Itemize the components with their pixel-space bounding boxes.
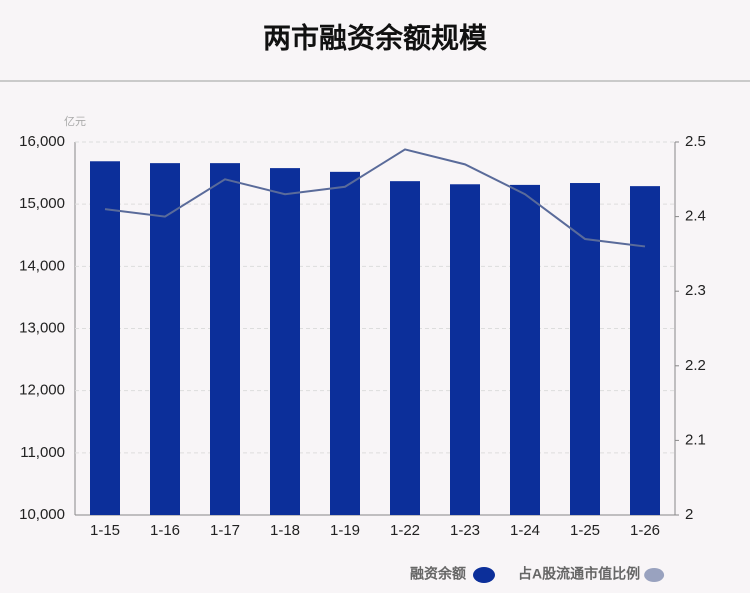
bar bbox=[570, 183, 600, 515]
x-tick-label: 1-15 bbox=[90, 522, 120, 539]
x-tick-label: 1-26 bbox=[630, 522, 660, 539]
y-tick-label: 11,000 bbox=[20, 444, 65, 461]
legend-swatch bbox=[644, 568, 665, 582]
x-tick-label: 1-22 bbox=[390, 522, 420, 539]
y-tick-label: 12,000 bbox=[19, 382, 65, 399]
y-tick-label: 10,000 bbox=[19, 506, 65, 523]
y2-tick-label: 2 bbox=[685, 506, 693, 523]
bar bbox=[150, 163, 180, 516]
x-tick-label: 1-25 bbox=[570, 522, 600, 539]
bar bbox=[270, 168, 300, 516]
y-tick-label: 16,000 bbox=[19, 133, 65, 150]
bar bbox=[510, 184, 540, 515]
x-tick-label: 1-23 bbox=[450, 522, 480, 539]
x-tick-label: 1-16 bbox=[150, 522, 180, 539]
y-unit: 亿元 bbox=[64, 115, 86, 128]
y2-tick-label: 2.1 bbox=[685, 431, 706, 448]
y2-tick-label: 2.4 bbox=[685, 208, 706, 225]
y2-tick-label: 2.3 bbox=[685, 282, 706, 299]
bar bbox=[630, 186, 660, 515]
x-tick-label: 1-19 bbox=[330, 522, 360, 539]
legend-swatch bbox=[473, 567, 495, 583]
y-tick-label: 14,000 bbox=[19, 257, 65, 274]
bar bbox=[390, 181, 420, 516]
bar bbox=[330, 171, 360, 515]
legend-label: 融资余额 bbox=[410, 566, 466, 582]
bar bbox=[210, 163, 240, 516]
line bbox=[104, 148, 646, 248]
bar bbox=[450, 184, 480, 516]
chart-title: 两市融资余额规模 bbox=[263, 21, 488, 53]
x-tick-label: 1-18 bbox=[270, 522, 300, 539]
bar bbox=[90, 161, 120, 515]
x-tick-label: 1-24 bbox=[510, 522, 540, 539]
y2-tick-label: 2.2 bbox=[685, 357, 706, 374]
legend-label: 占A股流通市值比例 bbox=[518, 566, 640, 582]
y-tick-label: 15,000 bbox=[19, 195, 65, 212]
y-tick-label: 13,000 bbox=[19, 319, 65, 336]
x-tick-label: 1-17 bbox=[210, 522, 240, 539]
y2-tick-label: 2.5 bbox=[685, 133, 706, 150]
